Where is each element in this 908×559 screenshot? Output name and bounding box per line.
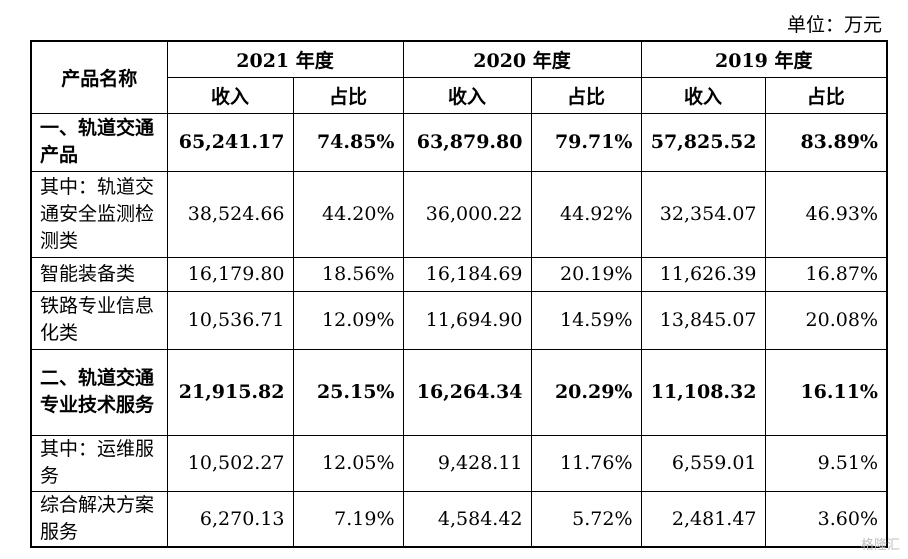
table-row: 其中：轨道交通安全监测检测类 38,524.66 44.20% 36,000.22 44… <box>30 170 888 258</box>
income-cell: 10,536.71 <box>166 290 294 350</box>
income-cell: 11,108.32 <box>640 348 766 436</box>
income-cell: 63,879.80 <box>402 112 532 172</box>
ratio-cell: 7.19% <box>292 490 404 548</box>
income-cell: 11,626.39 <box>640 256 766 292</box>
income-cell: 6,270.13 <box>166 490 294 548</box>
income-cell: 11,694.90 <box>402 290 532 350</box>
income-cell: 65,241.17 <box>166 112 294 172</box>
ratio-cell: 16.87% <box>764 256 888 292</box>
header-year-2021: 2021 年度 <box>166 40 404 78</box>
ratio-cell: 74.85% <box>292 112 404 172</box>
ratio-cell: 16.11% <box>764 348 888 436</box>
ratio-cell: 46.93% <box>764 170 888 258</box>
income-cell: 9,428.11 <box>402 434 532 492</box>
ratio-cell: 14.59% <box>530 290 642 350</box>
product-name-cell: 二、轨道交通专业技术服务 <box>30 348 168 436</box>
watermark-text: 格隆汇 <box>860 538 900 553</box>
ratio-cell: 9.51% <box>764 434 888 492</box>
unit-label: 单位：万元 <box>786 14 882 36</box>
product-name-cell: 铁路专业信息化类 <box>30 290 168 350</box>
ratio-cell: 18.56% <box>292 256 404 292</box>
table-row: 智能装备类 16,179.80 18.56% 16,184.69 20.19% 11,62… <box>30 256 888 292</box>
ratio-cell: 44.20% <box>292 170 404 258</box>
income-cell: 16,264.34 <box>402 348 532 436</box>
income-cell: 21,915.82 <box>166 348 294 436</box>
income-cell: 36,000.22 <box>402 170 532 258</box>
ratio-cell: 3.60% <box>764 490 888 548</box>
income-cell: 6,559.01 <box>640 434 766 492</box>
ratio-cell: 20.29% <box>530 348 642 436</box>
table-row: 综合解决方案服务 6,270.13 7.19% 4,584.42 5.72% 2,481.… <box>30 490 888 548</box>
income-cell: 57,825.52 <box>640 112 766 172</box>
header-product-name: 产品名称 <box>30 40 168 114</box>
header-income: 收入 <box>166 76 294 114</box>
income-cell: 38,524.66 <box>166 170 294 258</box>
revenue-table: 产品名称 2021 年度 2020 年度 2019 年度 收入 占比 收入 占比… <box>30 40 888 548</box>
product-name-cell: 其中：轨道交通安全监测检测类 <box>30 170 168 258</box>
header-income: 收入 <box>402 76 532 114</box>
income-cell: 16,179.80 <box>166 256 294 292</box>
header-income: 收入 <box>640 76 766 114</box>
income-cell: 16,184.69 <box>402 256 532 292</box>
header-ratio: 占比 <box>530 76 642 114</box>
ratio-cell: 11.76% <box>530 434 642 492</box>
product-name-cell: 智能装备类 <box>30 256 168 292</box>
ratio-cell: 83.89% <box>764 112 888 172</box>
ratio-cell: 12.09% <box>292 290 404 350</box>
ratio-cell: 12.05% <box>292 434 404 492</box>
income-cell: 4,584.42 <box>402 490 532 548</box>
income-cell: 10,502.27 <box>166 434 294 492</box>
ratio-cell: 25.15% <box>292 348 404 436</box>
table-row: 二、轨道交通专业技术服务 21,915.82 25.15% 16,264.34 20.2… <box>30 348 888 436</box>
ratio-cell: 5.72% <box>530 490 642 548</box>
ratio-cell: 79.71% <box>530 112 642 172</box>
ratio-cell: 20.08% <box>764 290 888 350</box>
income-cell: 2,481.47 <box>640 490 766 548</box>
table-row: 一、轨道交通产品 65,241.17 74.85% 63,879.80 79.71% 57… <box>30 112 888 172</box>
header-year-2020: 2020 年度 <box>402 40 642 78</box>
header-ratio: 占比 <box>764 76 888 114</box>
income-cell: 13,845.07 <box>640 290 766 350</box>
product-name-cell: 其中：运维服务 <box>30 434 168 492</box>
product-name-cell: 综合解决方案服务 <box>30 490 168 548</box>
ratio-cell: 20.19% <box>530 256 642 292</box>
table-row: 铁路专业信息化类 10,536.71 12.09% 11,694.90 14.59% 13… <box>30 290 888 350</box>
table-row: 其中：运维服务 10,502.27 12.05% 9,428.11 11.76% 6,55… <box>30 434 888 492</box>
header-ratio: 占比 <box>292 76 404 114</box>
ratio-cell: 44.92% <box>530 170 642 258</box>
header-year-2019: 2019 年度 <box>640 40 888 78</box>
income-cell: 32,354.07 <box>640 170 766 258</box>
product-name-cell: 一、轨道交通产品 <box>30 112 168 172</box>
